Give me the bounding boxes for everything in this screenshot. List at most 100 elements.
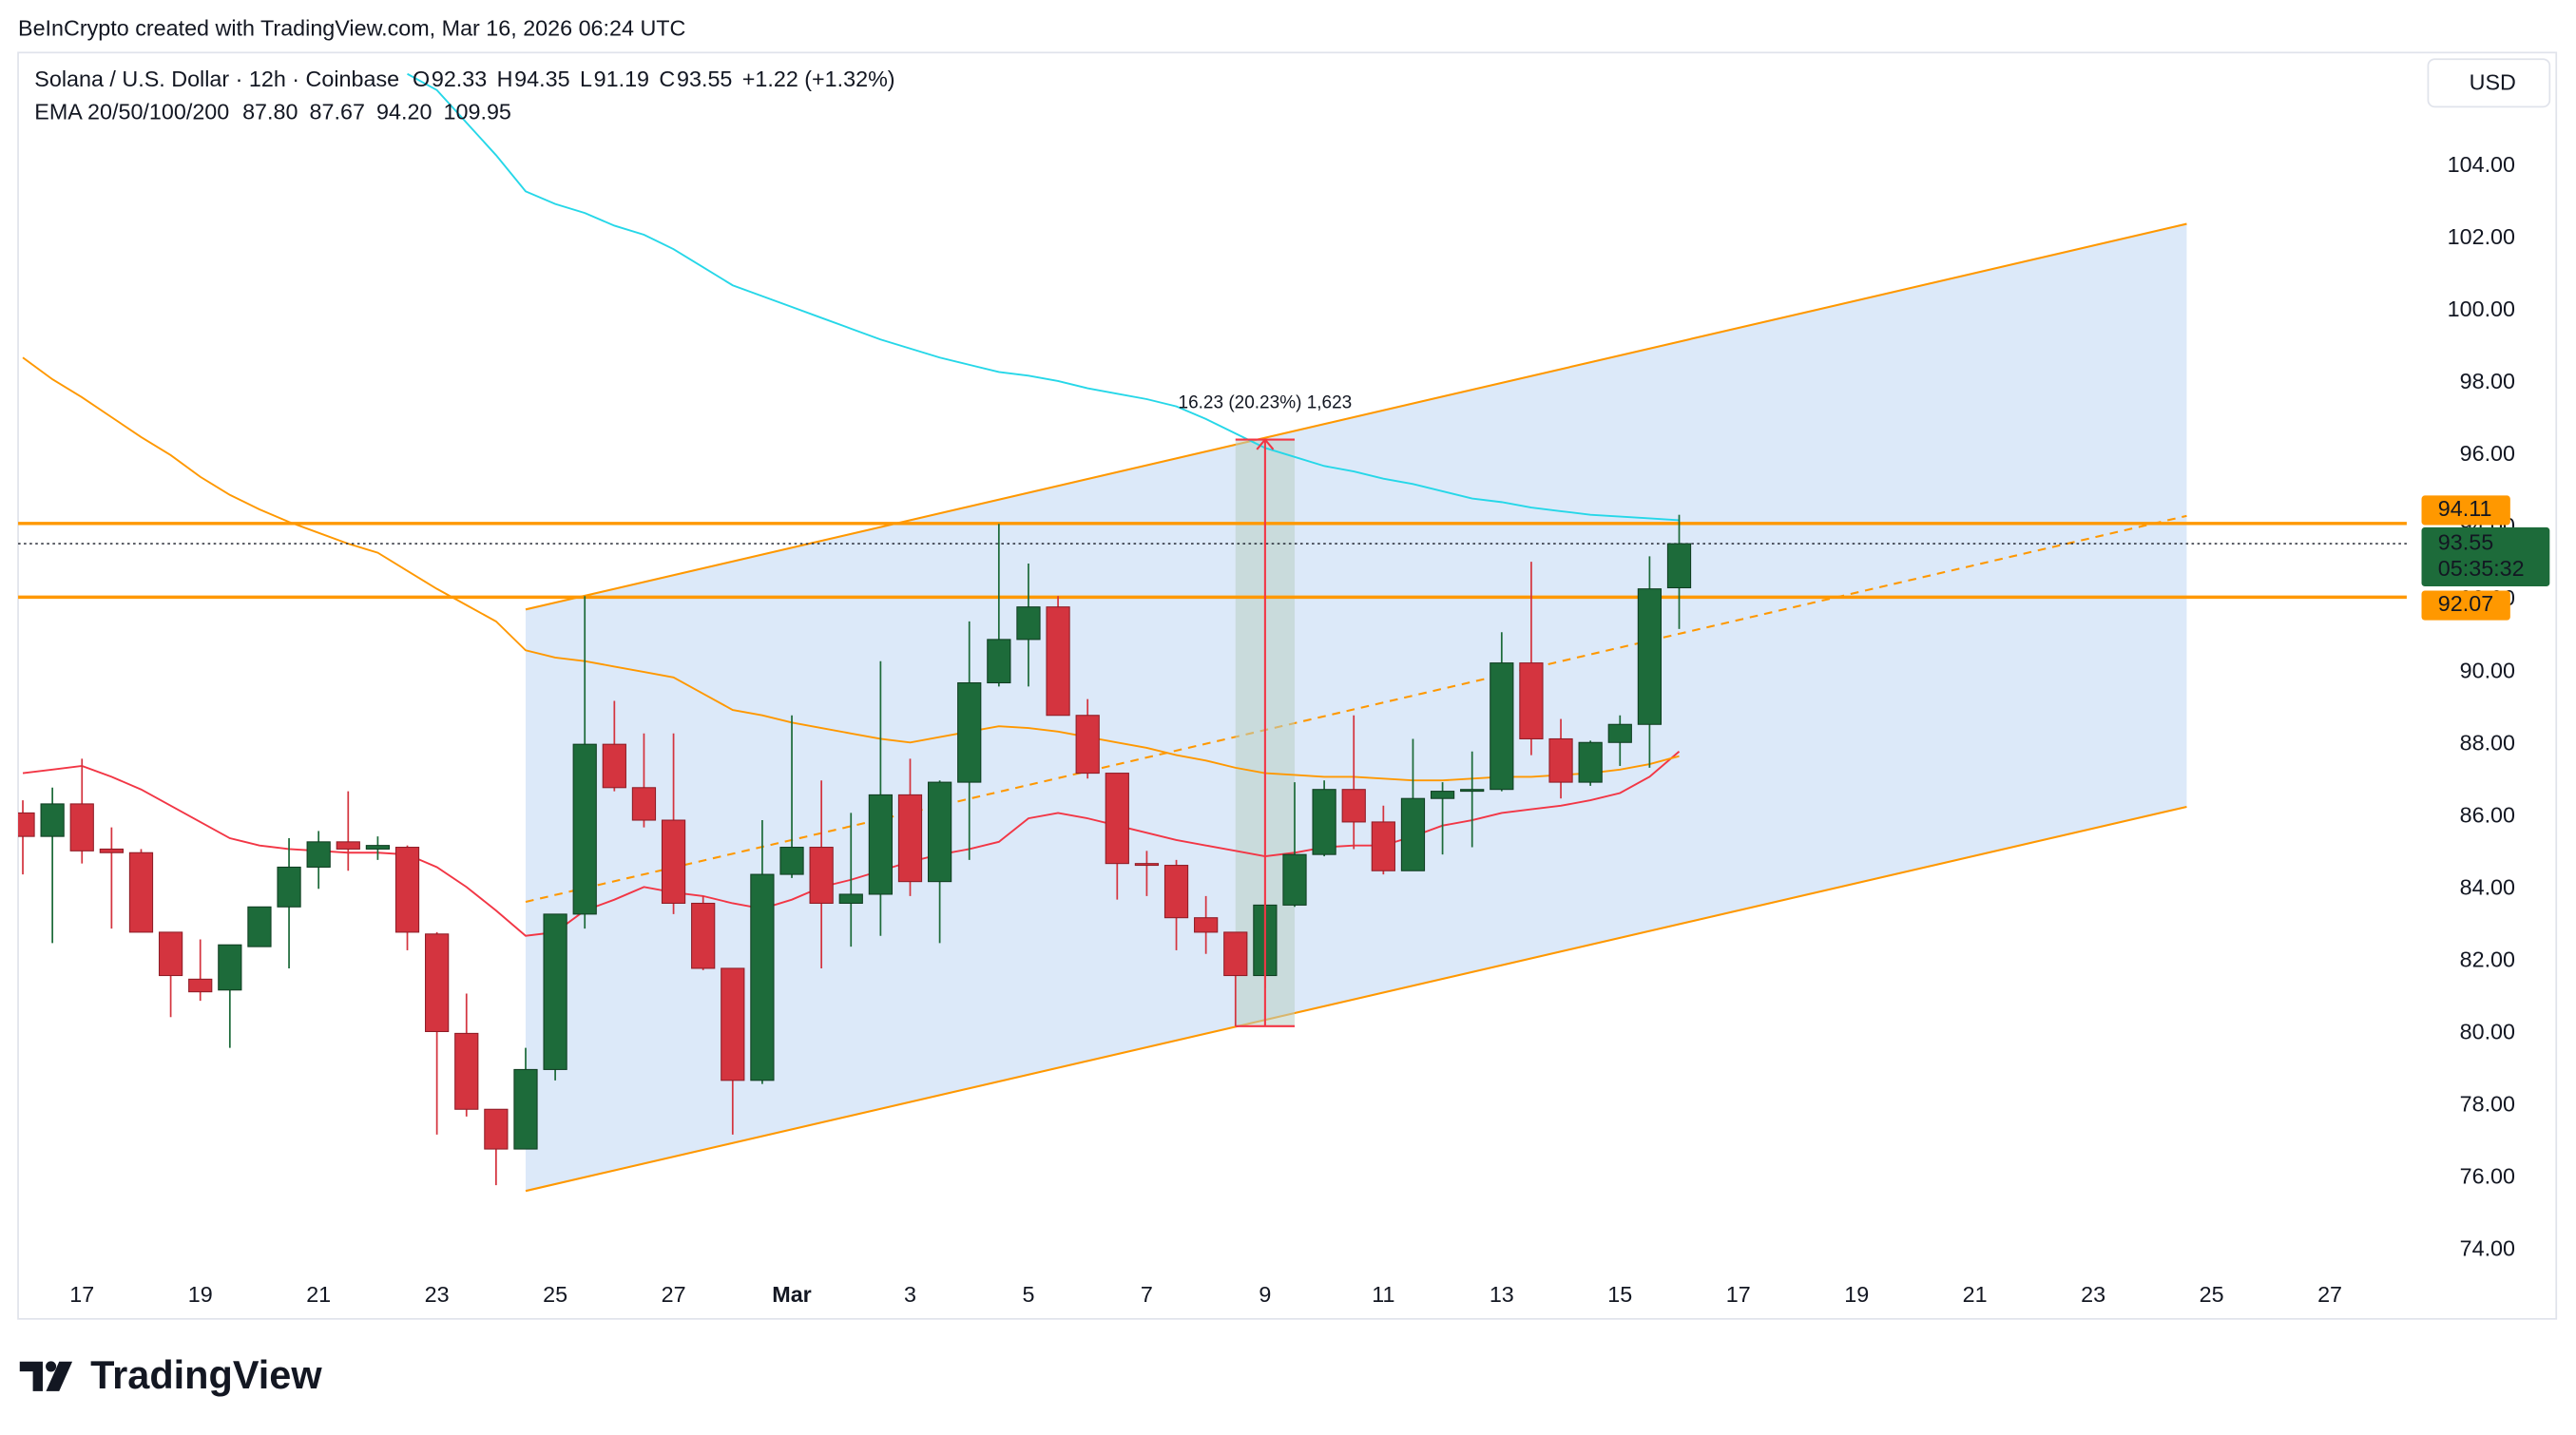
- channel-lower: [525, 805, 2187, 1193]
- candle-body: [779, 847, 804, 875]
- candle-body: [1519, 662, 1544, 739]
- candle-body: [1016, 606, 1041, 641]
- y-tick-label: 104.00: [2448, 152, 2515, 177]
- x-tick-label: 5: [1022, 1282, 1034, 1307]
- candle-body: [897, 794, 923, 883]
- y-tick-label: 96.00: [2460, 441, 2515, 466]
- candle-body: [1371, 821, 1395, 871]
- currency[interactable]: USD: [2470, 69, 2516, 94]
- legend-indicator-value: 94.20: [376, 99, 432, 124]
- logo-text: TradingView: [90, 1352, 322, 1397]
- x-tick-label: 25: [2200, 1282, 2224, 1307]
- legend-ohlc-label: H: [497, 67, 513, 91]
- candle-body: [306, 841, 331, 868]
- y-tick-label: 90.00: [2460, 658, 2515, 682]
- level-label: 92.07: [2438, 591, 2493, 616]
- candle-body: [484, 1108, 509, 1150]
- x-tick-label: 23: [2081, 1282, 2105, 1307]
- x-tick-label: 7: [1141, 1282, 1153, 1307]
- candle-body: [336, 841, 360, 850]
- x-tick-label: 3: [904, 1282, 916, 1307]
- y-tick-label: 98.00: [2460, 369, 2515, 393]
- y-tick-label: 88.00: [2460, 730, 2515, 755]
- y-tick-label: 78.00: [2460, 1092, 2515, 1117]
- y-tick-label: 74.00: [2460, 1236, 2515, 1261]
- candle-body: [631, 787, 657, 821]
- last-price-box: [2421, 526, 2550, 587]
- candle-body: [1046, 606, 1070, 717]
- legend-indicator-value: 87.67: [310, 99, 365, 124]
- x-tick-label: 21: [306, 1282, 331, 1307]
- legend-ohlc-label: O: [413, 67, 430, 91]
- legend-symbol: Solana / U.S. Dollar · 12h · Coinbase: [34, 67, 399, 91]
- legend-indicator-value: 109.95: [444, 99, 511, 124]
- candle-body: [927, 781, 952, 883]
- level-label: 94.11: [2438, 496, 2492, 521]
- legend-change: +1.22 (+1.32%): [742, 67, 895, 91]
- candle-body: [602, 743, 626, 789]
- candle-body: [721, 967, 745, 1081]
- candle-body: [128, 851, 154, 933]
- candle-body: [1163, 865, 1189, 919]
- candle-body: [454, 1032, 479, 1110]
- candle-body: [277, 866, 301, 908]
- candle-body: [1430, 791, 1455, 799]
- x-tick-label: 21: [1963, 1282, 1988, 1307]
- candle-body: [809, 847, 834, 905]
- candle-body: [188, 978, 213, 993]
- chart-frame: [17, 51, 2558, 1320]
- candle-body: [987, 639, 1011, 684]
- candle-body: [572, 743, 597, 915]
- candle-body: [1194, 917, 1219, 933]
- x-tick-label: 15: [1607, 1282, 1632, 1307]
- y-tick-label: 76.00: [2460, 1164, 2515, 1189]
- candle-body: [1075, 715, 1100, 775]
- plot-area: [18, 72, 2407, 1193]
- x-tick-label: 27: [2317, 1282, 2342, 1307]
- candle-body: [1341, 789, 1366, 823]
- x-tick-label: 23: [425, 1282, 450, 1307]
- candle-body: [868, 794, 893, 895]
- legend-indicator: EMA 20/50/100/200: [34, 99, 229, 124]
- candle-body: [957, 681, 982, 783]
- candle-body: [247, 906, 272, 947]
- y-tick-label: 84.00: [2460, 874, 2515, 899]
- candle-body: [99, 848, 124, 853]
- candle-body: [18, 812, 35, 837]
- candle-body: [838, 893, 863, 905]
- x-tick-label: Mar: [772, 1282, 812, 1307]
- measure-label: 16.23 (20.23%) 1,623: [1179, 393, 1353, 413]
- channel-upper: [525, 222, 2187, 611]
- candle-body: [513, 1068, 538, 1150]
- x-tick-label: 27: [662, 1282, 686, 1307]
- x-tick-label: 25: [543, 1282, 567, 1307]
- x-tick-label: 11: [1372, 1282, 1394, 1307]
- candle-body: [1490, 662, 1514, 791]
- logo-icon: [19, 1361, 73, 1391]
- candle-body: [661, 819, 686, 905]
- currency-button[interactable]: [2427, 58, 2551, 108]
- candle-body: [1607, 723, 1632, 743]
- legend-indicator-value: 87.80: [242, 99, 298, 124]
- legend-ohlc-value: 93.55: [677, 67, 732, 91]
- candle-body: [1460, 789, 1485, 793]
- candle-body: [1637, 588, 1663, 725]
- last-price-label: 93.55: [2438, 529, 2493, 554]
- channel-fill: [525, 223, 2187, 1192]
- legend-ohlc-label: L: [580, 67, 592, 91]
- attribution: BeInCrypto created with TradingView.com,…: [18, 15, 685, 40]
- candle-body: [750, 873, 775, 1081]
- candle-body: [543, 913, 567, 1070]
- x-tick-label: 19: [188, 1282, 213, 1307]
- ema-line: [22, 356, 1680, 782]
- y-tick-label: 82.00: [2460, 947, 2515, 971]
- level-label-box: [2421, 590, 2510, 621]
- y-tick-label: 86.00: [2460, 802, 2515, 827]
- x-tick-label: 17: [1726, 1282, 1751, 1307]
- y-tick-label: 102.00: [2448, 224, 2515, 249]
- legend-ohlc-label: C: [659, 67, 675, 91]
- x-tick-label: 13: [1490, 1282, 1514, 1307]
- candle-body: [365, 845, 391, 850]
